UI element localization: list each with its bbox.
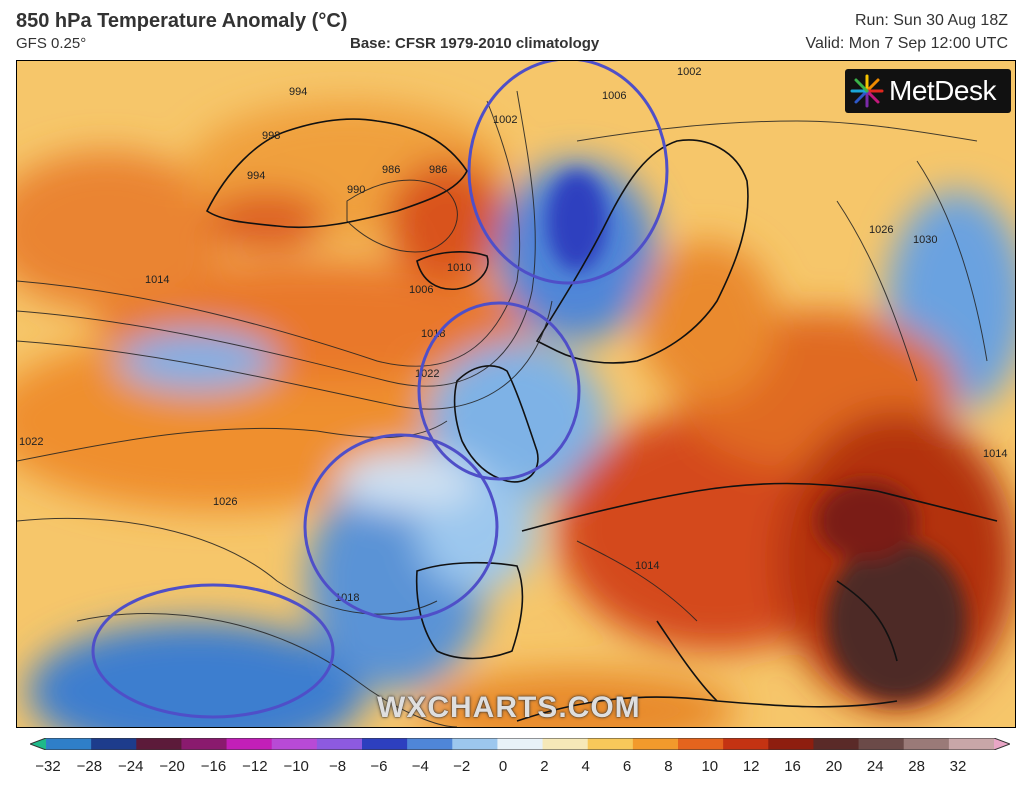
isobar-label: 1026: [869, 224, 893, 236]
color-scale-tick-label: 28: [908, 758, 925, 775]
color-scale-tick-label: −16: [200, 758, 227, 775]
color-scale-arrow-low: [30, 738, 46, 750]
color-scale-ticks: −32 −28 −24 −20 −16 −12 −10 −8 −6 −4 −2 0 2 4 6 8 10 12 16…: [0, 758, 1024, 782]
metdesk-starburst-icon: [850, 74, 884, 108]
color-scale-tick-label: −24: [117, 758, 144, 775]
isobar-label: 1014: [145, 274, 169, 286]
isobar-label-group: 994 998 994 990 986 986 1002 1006 1002 1…: [19, 66, 1007, 604]
isobar-label: 1014: [635, 560, 659, 572]
color-scale-tick-label: 4: [581, 758, 590, 775]
isobar-label: 986: [382, 164, 400, 176]
british-isles-circle: [417, 301, 581, 481]
color-scale-tick-label: −6: [370, 758, 388, 775]
color-scale-tick-label: 20: [825, 758, 843, 775]
coastlines: [205, 118, 998, 722]
isobar-label: 1006: [602, 90, 626, 102]
isobar-label: 986: [429, 164, 447, 176]
color-scale-tick-label: 8: [664, 758, 673, 775]
color-scale-tick-label: 2: [540, 758, 549, 775]
color-scale-tick-label: −32: [35, 758, 61, 775]
color-scale-segment: [768, 738, 814, 750]
map-canvas: 994 998 994 990 986 986 1002 1006 1002 1…: [17, 61, 1015, 727]
isobar-label: 1030: [913, 234, 937, 246]
wxcharts-watermark: WXCHARTS.COM: [377, 691, 641, 724]
color-scale-segment: [226, 738, 273, 750]
color-scale-segment: [678, 738, 724, 750]
isobar-label: 994: [289, 86, 307, 98]
isobars: [17, 90, 988, 727]
color-scale-segment: [542, 738, 589, 750]
iceland-coast: [416, 251, 489, 290]
british-isles-coast: [453, 365, 539, 483]
color-scale-segment: [587, 738, 634, 750]
anomaly-field: [17, 101, 1015, 727]
color-scale-segment: [858, 738, 905, 750]
biscay-iberia-circle: [303, 433, 499, 621]
color-scale-segment: [452, 738, 498, 750]
atlantic-southwest-circle: [91, 583, 335, 719]
color-scale-segment: [903, 738, 950, 750]
isobar-label: 1014: [983, 448, 1007, 460]
isobar-label: 1018: [335, 592, 359, 604]
base-label: Base: CFSR 1979-2010 climatology: [350, 35, 600, 52]
valid-label: Valid: Mon 7 Sep 12:00 UTC: [805, 35, 1008, 52]
color-scale-segment: [271, 738, 318, 750]
color-scale-segment: [181, 738, 228, 750]
isobar-label: 1026: [213, 496, 237, 508]
italy-coast: [656, 620, 718, 702]
model-label: GFS 0.25°: [16, 35, 87, 52]
scandinavia-circle: [467, 61, 669, 285]
isobar-label: 990: [347, 184, 365, 196]
color-scale-tick-label: 0: [498, 758, 508, 775]
africa-coast: [516, 696, 898, 722]
color-scale-tick-label: 10: [701, 758, 719, 775]
isobar-label: 1002: [677, 66, 701, 78]
color-scale-segment: [632, 738, 679, 750]
color-scale-tick-label: −12: [242, 758, 268, 775]
color-scale-tick-label: −8: [328, 758, 347, 775]
color-scale-segment: [723, 738, 769, 750]
color-scale-tick-label: 16: [784, 758, 801, 775]
color-scale-segment: [136, 738, 182, 750]
color-scale-segment: [407, 738, 453, 750]
anomaly-map: 994 998 994 990 986 986 1002 1006 1002 1…: [16, 60, 1016, 728]
color-scale-tick-label: 12: [742, 758, 760, 775]
isobar-label: 998: [262, 130, 280, 142]
color-scale-segment: [91, 738, 137, 750]
annotation-circles: [91, 61, 669, 719]
color-scale-segment: [316, 738, 363, 750]
iberia-coast: [415, 561, 524, 660]
color-scale-tick-label: 24: [866, 758, 884, 775]
balkan-coast: [836, 580, 898, 662]
isobar-label: 994: [247, 170, 265, 182]
greenland-coast: [205, 118, 468, 229]
heat-core: [547, 171, 967, 701]
color-scale-segment: [46, 738, 92, 750]
color-scale-segment: [813, 738, 860, 750]
isobar-label: 1022: [19, 436, 43, 448]
color-scale-tick-label: −4: [411, 758, 429, 775]
run-label: Run: Sun 30 Aug 18Z: [855, 12, 1008, 29]
isobar-label: 1006: [409, 284, 433, 296]
color-scale-tick-label: −10: [283, 758, 309, 775]
isobar-label: 1002: [493, 114, 517, 126]
color-scale-arrow-high: [994, 738, 1010, 750]
scandinavia-coast: [535, 139, 749, 364]
color-scale-segment: [948, 738, 995, 750]
color-scale-segment: [362, 738, 408, 750]
isobar-label: 1010: [447, 262, 471, 274]
color-scale-tick-label: −2: [453, 758, 471, 775]
metdesk-wordmark: MetDesk: [889, 75, 996, 106]
chart-title: 850 hPa Temperature Anomaly (°C): [16, 10, 348, 32]
color-scale-tick-label: 32: [949, 758, 967, 775]
europe-south-coast: [521, 482, 998, 532]
color-scale-tick-label: −28: [76, 758, 103, 775]
color-scale-tick-label: −20: [159, 758, 185, 775]
metdesk-badge: MetDesk: [845, 69, 1011, 113]
color-scale-bar: [30, 738, 1010, 750]
color-scale-tick-label: 6: [622, 758, 632, 775]
color-scale-segment: [497, 738, 544, 750]
